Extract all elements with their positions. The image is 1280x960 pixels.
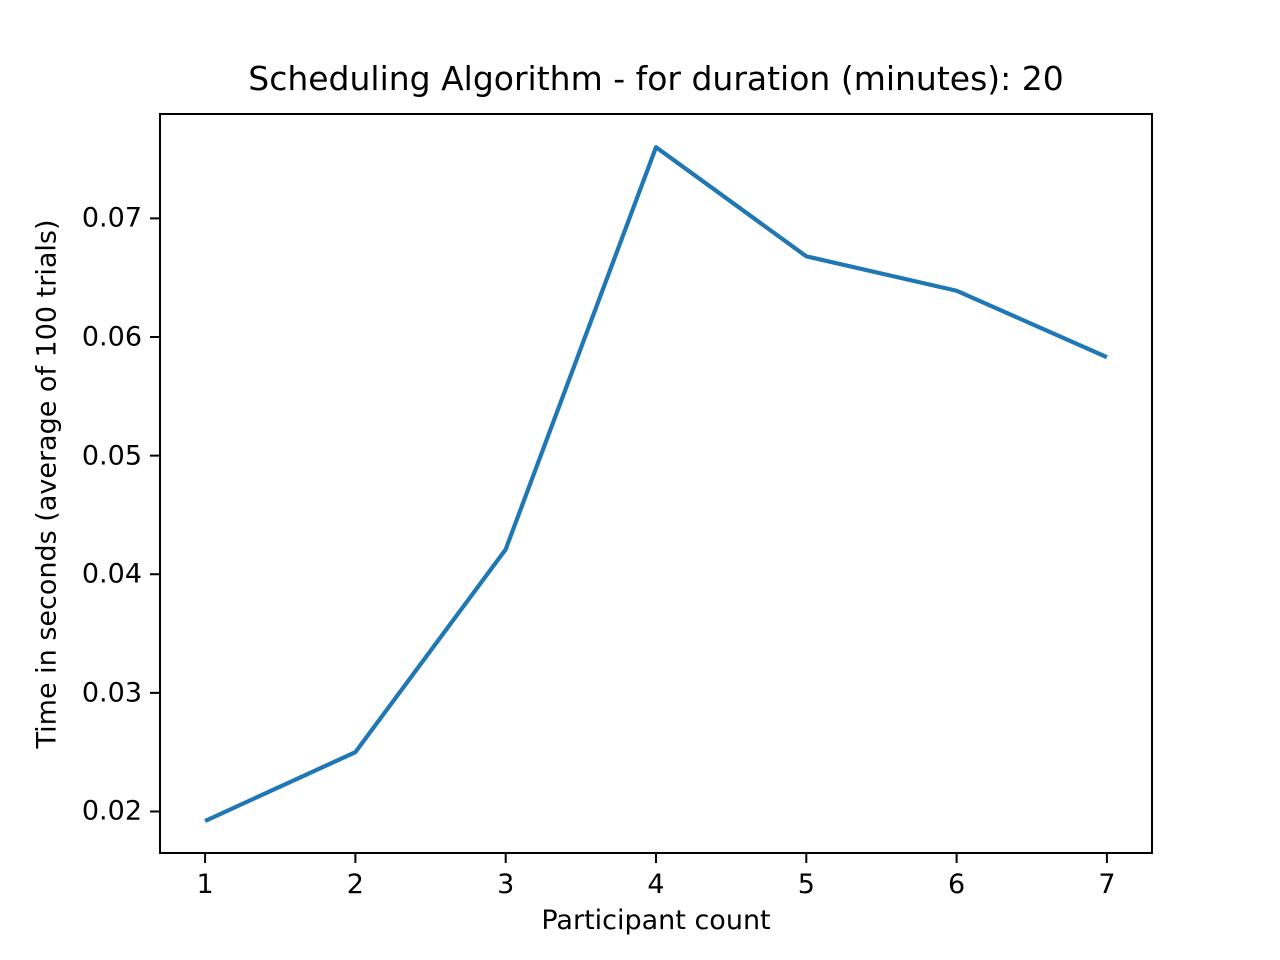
y-tick-label: 0.06: [81, 321, 142, 353]
x-tick-label: 1: [196, 869, 214, 900]
x-axis-label: Participant count: [541, 905, 771, 936]
y-tick-label: 0.02: [81, 795, 142, 827]
y-tick-label: 0.03: [81, 677, 142, 709]
chart-title: Scheduling Algorithm - for duration (min…: [248, 59, 1064, 98]
plot-border: [159, 113, 1153, 854]
y-tick-label: 0.04: [81, 558, 142, 590]
plot-area: [150, 113, 1153, 863]
x-tick-label: 5: [797, 869, 815, 900]
x-tick-label: 4: [647, 869, 665, 900]
x-tick-label: 2: [346, 869, 364, 900]
series-line: [204, 145, 1108, 823]
y-tick-label: 0.07: [81, 202, 142, 234]
x-tick-label: 7: [1098, 869, 1116, 900]
x-tick-label: 3: [497, 869, 515, 900]
y-axis-label: Time in seconds (average of 100 trials): [31, 219, 63, 749]
x-tick-label: 6: [948, 869, 966, 900]
y-tick-label: 0.05: [81, 439, 142, 471]
